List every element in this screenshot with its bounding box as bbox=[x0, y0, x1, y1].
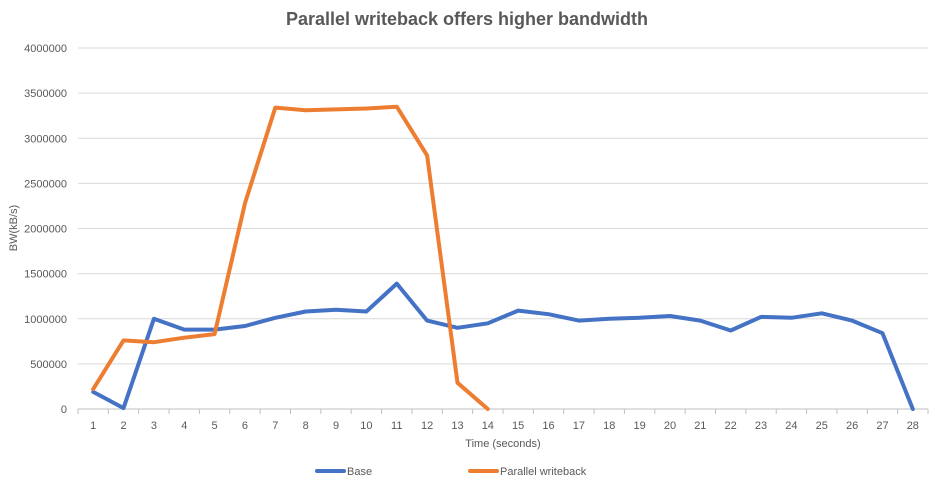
x-tick-label: 14 bbox=[482, 420, 494, 432]
x-tick-label: 2 bbox=[120, 420, 126, 432]
chart-title: Parallel writeback offers higher bandwid… bbox=[286, 9, 648, 29]
x-tick-label: 7 bbox=[272, 420, 278, 432]
x-tick-label: 3 bbox=[151, 420, 157, 432]
x-tick-label: 15 bbox=[512, 420, 524, 432]
x-tick-label: 4 bbox=[181, 420, 187, 432]
x-tick-label: 8 bbox=[303, 420, 309, 432]
data-point bbox=[122, 338, 126, 342]
gridlines bbox=[78, 47, 928, 410]
y-tick-label: 1500000 bbox=[24, 269, 67, 281]
data-point bbox=[273, 316, 277, 320]
y-axis-label: BW(kB/s) bbox=[8, 205, 20, 251]
y-tick-label: 500000 bbox=[30, 359, 67, 371]
y-tick-label: 4000000 bbox=[24, 43, 67, 55]
data-point bbox=[273, 106, 277, 110]
data-point bbox=[182, 328, 186, 332]
data-point bbox=[668, 314, 672, 318]
y-tick-label: 1000000 bbox=[24, 314, 67, 326]
data-point bbox=[364, 310, 368, 314]
x-axis-label: Time (seconds) bbox=[465, 438, 540, 450]
y-tick-label: 3000000 bbox=[24, 133, 67, 145]
data-point bbox=[455, 381, 459, 385]
data-point bbox=[425, 319, 429, 323]
x-tick-label: 19 bbox=[633, 420, 645, 432]
data-point bbox=[850, 319, 854, 323]
data-point bbox=[425, 153, 429, 157]
data-point bbox=[547, 312, 551, 316]
x-tick-label: 28 bbox=[907, 420, 919, 432]
data-point bbox=[91, 387, 95, 391]
data-point bbox=[729, 328, 733, 332]
data-point bbox=[182, 336, 186, 340]
x-tick-label: 20 bbox=[664, 420, 676, 432]
x-tick-label: 10 bbox=[360, 420, 372, 432]
y-axis-ticks: 0 500000 1000000 1500000 2000000 2500000 30000… bbox=[24, 43, 67, 416]
data-point bbox=[486, 321, 490, 325]
data-point bbox=[364, 106, 368, 110]
data-point bbox=[152, 340, 156, 344]
x-tick-label: 6 bbox=[242, 420, 248, 432]
x-tick-label: 16 bbox=[542, 420, 554, 432]
x-axis-ticks: 1 2 3 4 5 6 7 8 9 10 11 12 13 14 15 16 17 18 19 20 21 22 23 24 2… bbox=[77, 409, 929, 432]
x-tick-label: 21 bbox=[694, 420, 706, 432]
y-tick-label: 2500000 bbox=[24, 178, 67, 190]
x-tick-label: 12 bbox=[421, 420, 433, 432]
x-tick-label: 17 bbox=[573, 420, 585, 432]
x-tick-label: 13 bbox=[451, 420, 463, 432]
data-point bbox=[880, 331, 884, 335]
data-point bbox=[243, 324, 247, 328]
data-point bbox=[486, 407, 490, 411]
x-tick-label: 1 bbox=[90, 420, 96, 432]
x-tick-label: 26 bbox=[846, 420, 858, 432]
data-point bbox=[516, 309, 520, 313]
data-point bbox=[698, 319, 702, 323]
data-point bbox=[577, 319, 581, 323]
x-tick-label: 11 bbox=[391, 420, 402, 432]
data-point bbox=[395, 282, 399, 286]
data-point bbox=[304, 108, 308, 112]
data-point bbox=[243, 201, 247, 205]
data-point bbox=[820, 311, 824, 315]
x-tick-label: 18 bbox=[603, 420, 615, 432]
data-point bbox=[334, 107, 338, 111]
y-tick-label: 2000000 bbox=[24, 224, 67, 236]
x-tick-label: 22 bbox=[725, 420, 737, 432]
x-tick-label: 27 bbox=[876, 420, 888, 432]
legend-label: Base bbox=[347, 466, 372, 478]
data-point bbox=[607, 317, 611, 321]
data-point bbox=[213, 332, 217, 336]
y-tick-label: 0 bbox=[61, 404, 67, 416]
series-line-0 bbox=[91, 281, 915, 411]
x-tick-label: 5 bbox=[212, 420, 218, 432]
y-tick-label: 3500000 bbox=[24, 88, 67, 100]
data-point bbox=[152, 317, 156, 321]
data-point bbox=[638, 316, 642, 320]
data-point bbox=[122, 406, 126, 410]
data-point bbox=[759, 315, 763, 319]
legend-label: Parallel writeback bbox=[500, 466, 587, 478]
x-tick-label: 25 bbox=[816, 420, 828, 432]
legend: Base Parallel writeback bbox=[315, 466, 587, 478]
data-point bbox=[304, 310, 308, 314]
data-point bbox=[395, 105, 399, 109]
data-point bbox=[455, 326, 459, 330]
x-tick-label: 23 bbox=[755, 420, 767, 432]
data-point bbox=[334, 308, 338, 312]
data-point bbox=[789, 316, 793, 320]
series-lines bbox=[91, 104, 915, 411]
x-tick-label: 9 bbox=[333, 420, 339, 432]
series-line-1 bbox=[91, 104, 490, 411]
x-tick-label: 24 bbox=[785, 420, 797, 432]
data-point bbox=[911, 407, 915, 411]
